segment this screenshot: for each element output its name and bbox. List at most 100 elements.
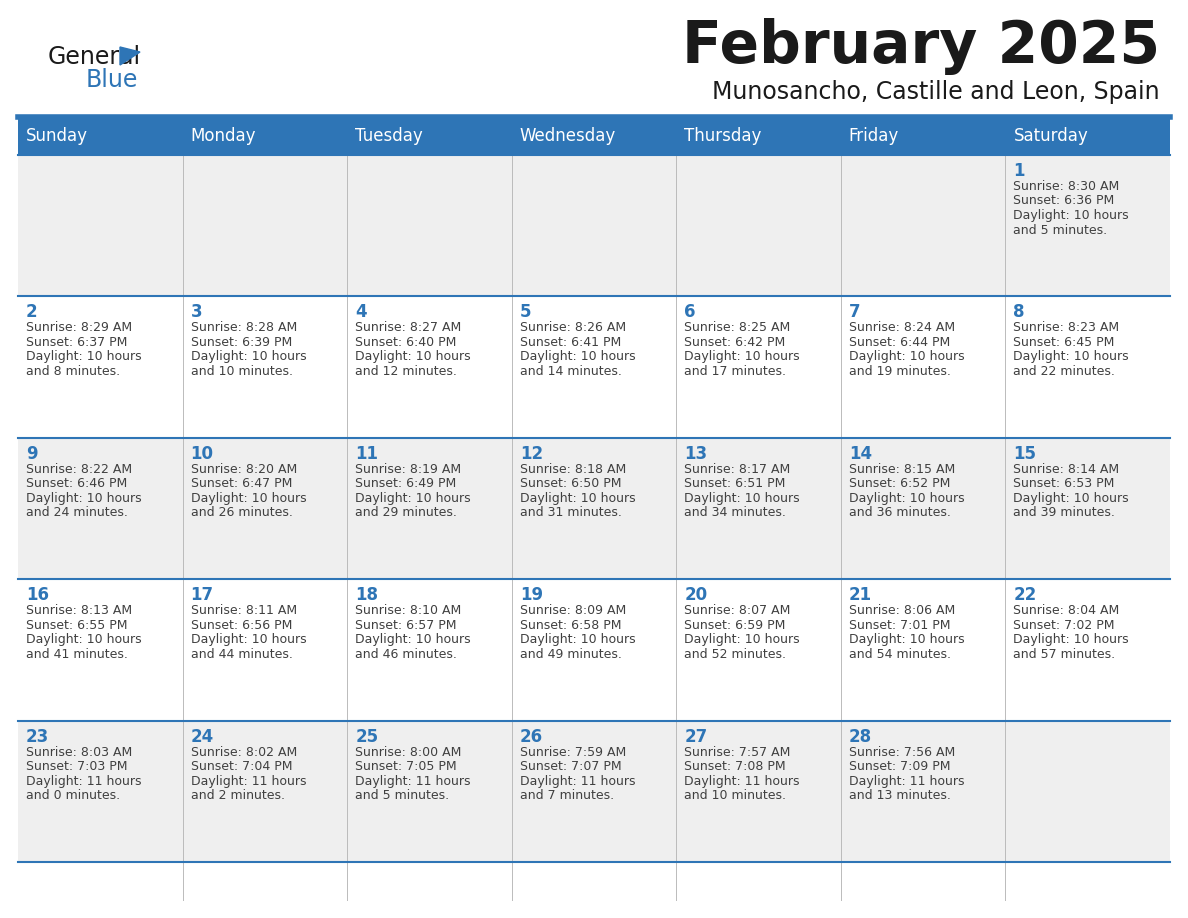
Text: Daylight: 10 hours: Daylight: 10 hours xyxy=(849,633,965,646)
Text: and 13 minutes.: and 13 minutes. xyxy=(849,789,950,802)
Polygon shape xyxy=(120,47,140,65)
Text: and 10 minutes.: and 10 minutes. xyxy=(684,789,786,802)
Text: and 12 minutes.: and 12 minutes. xyxy=(355,364,457,378)
Text: General: General xyxy=(48,45,141,69)
Text: Daylight: 10 hours: Daylight: 10 hours xyxy=(355,351,470,364)
Text: Sunrise: 8:15 AM: Sunrise: 8:15 AM xyxy=(849,463,955,476)
Text: Sunrise: 8:04 AM: Sunrise: 8:04 AM xyxy=(1013,604,1119,617)
Text: 26: 26 xyxy=(519,728,543,745)
Text: Sunset: 6:50 PM: Sunset: 6:50 PM xyxy=(519,477,621,490)
Text: Daylight: 11 hours: Daylight: 11 hours xyxy=(190,775,307,788)
Text: Sunset: 6:45 PM: Sunset: 6:45 PM xyxy=(1013,336,1114,349)
Text: Sunset: 7:03 PM: Sunset: 7:03 PM xyxy=(26,760,127,773)
Text: Sunset: 6:49 PM: Sunset: 6:49 PM xyxy=(355,477,456,490)
Text: Daylight: 10 hours: Daylight: 10 hours xyxy=(190,351,307,364)
Text: Sunrise: 8:02 AM: Sunrise: 8:02 AM xyxy=(190,745,297,758)
Text: and 14 minutes.: and 14 minutes. xyxy=(519,364,621,378)
Text: Daylight: 11 hours: Daylight: 11 hours xyxy=(355,775,470,788)
Text: Sunset: 7:04 PM: Sunset: 7:04 PM xyxy=(190,760,292,773)
Text: and 19 minutes.: and 19 minutes. xyxy=(849,364,950,378)
Text: 15: 15 xyxy=(1013,445,1036,463)
Text: Monday: Monday xyxy=(190,127,257,145)
Text: Sunrise: 8:28 AM: Sunrise: 8:28 AM xyxy=(190,321,297,334)
Text: Daylight: 10 hours: Daylight: 10 hours xyxy=(519,633,636,646)
Text: 8: 8 xyxy=(1013,304,1025,321)
Text: Sunrise: 8:18 AM: Sunrise: 8:18 AM xyxy=(519,463,626,476)
Text: 4: 4 xyxy=(355,304,367,321)
Text: 24: 24 xyxy=(190,728,214,745)
Text: Tuesday: Tuesday xyxy=(355,127,423,145)
Text: 12: 12 xyxy=(519,445,543,463)
Text: Sunset: 7:01 PM: Sunset: 7:01 PM xyxy=(849,619,950,632)
Text: and 57 minutes.: and 57 minutes. xyxy=(1013,648,1116,661)
Text: Sunrise: 8:06 AM: Sunrise: 8:06 AM xyxy=(849,604,955,617)
Text: Sunset: 6:59 PM: Sunset: 6:59 PM xyxy=(684,619,785,632)
Text: Sunset: 6:46 PM: Sunset: 6:46 PM xyxy=(26,477,127,490)
Text: Thursday: Thursday xyxy=(684,127,762,145)
Text: 9: 9 xyxy=(26,445,38,463)
Bar xyxy=(18,297,1170,438)
Text: 23: 23 xyxy=(26,728,49,745)
Text: Saturday: Saturday xyxy=(1013,127,1088,145)
Text: Daylight: 10 hours: Daylight: 10 hours xyxy=(355,633,470,646)
Text: 13: 13 xyxy=(684,445,707,463)
Text: 1: 1 xyxy=(1013,162,1025,180)
Bar xyxy=(18,117,1170,155)
Bar xyxy=(18,438,1170,579)
Text: Daylight: 10 hours: Daylight: 10 hours xyxy=(1013,351,1129,364)
Text: Sunset: 6:42 PM: Sunset: 6:42 PM xyxy=(684,336,785,349)
Text: and 54 minutes.: and 54 minutes. xyxy=(849,648,950,661)
Text: Sunset: 6:52 PM: Sunset: 6:52 PM xyxy=(849,477,950,490)
Text: and 17 minutes.: and 17 minutes. xyxy=(684,364,786,378)
Text: Sunrise: 8:10 AM: Sunrise: 8:10 AM xyxy=(355,604,461,617)
Text: and 7 minutes.: and 7 minutes. xyxy=(519,789,614,802)
Bar xyxy=(18,155,1170,297)
Text: 20: 20 xyxy=(684,587,707,604)
Text: Sunrise: 8:26 AM: Sunrise: 8:26 AM xyxy=(519,321,626,334)
Text: Sunset: 6:53 PM: Sunset: 6:53 PM xyxy=(1013,477,1114,490)
Text: Sunrise: 7:57 AM: Sunrise: 7:57 AM xyxy=(684,745,791,758)
Text: Daylight: 10 hours: Daylight: 10 hours xyxy=(519,351,636,364)
Text: Daylight: 10 hours: Daylight: 10 hours xyxy=(190,492,307,505)
Bar xyxy=(18,721,1170,862)
Text: Sunrise: 8:11 AM: Sunrise: 8:11 AM xyxy=(190,604,297,617)
Text: Daylight: 10 hours: Daylight: 10 hours xyxy=(26,351,141,364)
Text: 2: 2 xyxy=(26,304,38,321)
Text: Sunrise: 7:56 AM: Sunrise: 7:56 AM xyxy=(849,745,955,758)
Text: 7: 7 xyxy=(849,304,860,321)
Text: Daylight: 10 hours: Daylight: 10 hours xyxy=(26,633,141,646)
Text: Daylight: 10 hours: Daylight: 10 hours xyxy=(190,633,307,646)
Text: Sunset: 6:57 PM: Sunset: 6:57 PM xyxy=(355,619,456,632)
Text: and 5 minutes.: and 5 minutes. xyxy=(355,789,449,802)
Text: 16: 16 xyxy=(26,587,49,604)
Text: Munosancho, Castille and Leon, Spain: Munosancho, Castille and Leon, Spain xyxy=(713,80,1159,104)
Text: Sunrise: 8:07 AM: Sunrise: 8:07 AM xyxy=(684,604,791,617)
Text: Sunset: 6:40 PM: Sunset: 6:40 PM xyxy=(355,336,456,349)
Text: Sunrise: 8:30 AM: Sunrise: 8:30 AM xyxy=(1013,180,1119,193)
Text: and 41 minutes.: and 41 minutes. xyxy=(26,648,128,661)
Text: and 34 minutes.: and 34 minutes. xyxy=(684,507,786,520)
Text: Daylight: 10 hours: Daylight: 10 hours xyxy=(26,492,141,505)
Text: Sunset: 7:02 PM: Sunset: 7:02 PM xyxy=(1013,619,1114,632)
Text: Sunset: 7:08 PM: Sunset: 7:08 PM xyxy=(684,760,786,773)
Text: Sunset: 6:55 PM: Sunset: 6:55 PM xyxy=(26,619,127,632)
Text: Sunrise: 8:17 AM: Sunrise: 8:17 AM xyxy=(684,463,790,476)
Text: Sunrise: 8:13 AM: Sunrise: 8:13 AM xyxy=(26,604,132,617)
Text: Daylight: 10 hours: Daylight: 10 hours xyxy=(684,492,800,505)
Text: Sunrise: 8:29 AM: Sunrise: 8:29 AM xyxy=(26,321,132,334)
Text: Sunset: 7:09 PM: Sunset: 7:09 PM xyxy=(849,760,950,773)
Text: 14: 14 xyxy=(849,445,872,463)
Text: 17: 17 xyxy=(190,587,214,604)
Text: Daylight: 10 hours: Daylight: 10 hours xyxy=(519,492,636,505)
Text: and 5 minutes.: and 5 minutes. xyxy=(1013,223,1107,237)
Text: 27: 27 xyxy=(684,728,708,745)
Text: and 10 minutes.: and 10 minutes. xyxy=(190,364,292,378)
Text: Daylight: 11 hours: Daylight: 11 hours xyxy=(849,775,965,788)
Text: Daylight: 10 hours: Daylight: 10 hours xyxy=(849,351,965,364)
Text: 3: 3 xyxy=(190,304,202,321)
Text: Sunset: 6:47 PM: Sunset: 6:47 PM xyxy=(190,477,292,490)
Text: Daylight: 10 hours: Daylight: 10 hours xyxy=(849,492,965,505)
Text: Sunrise: 8:19 AM: Sunrise: 8:19 AM xyxy=(355,463,461,476)
Text: Sunrise: 8:22 AM: Sunrise: 8:22 AM xyxy=(26,463,132,476)
Text: 5: 5 xyxy=(519,304,531,321)
